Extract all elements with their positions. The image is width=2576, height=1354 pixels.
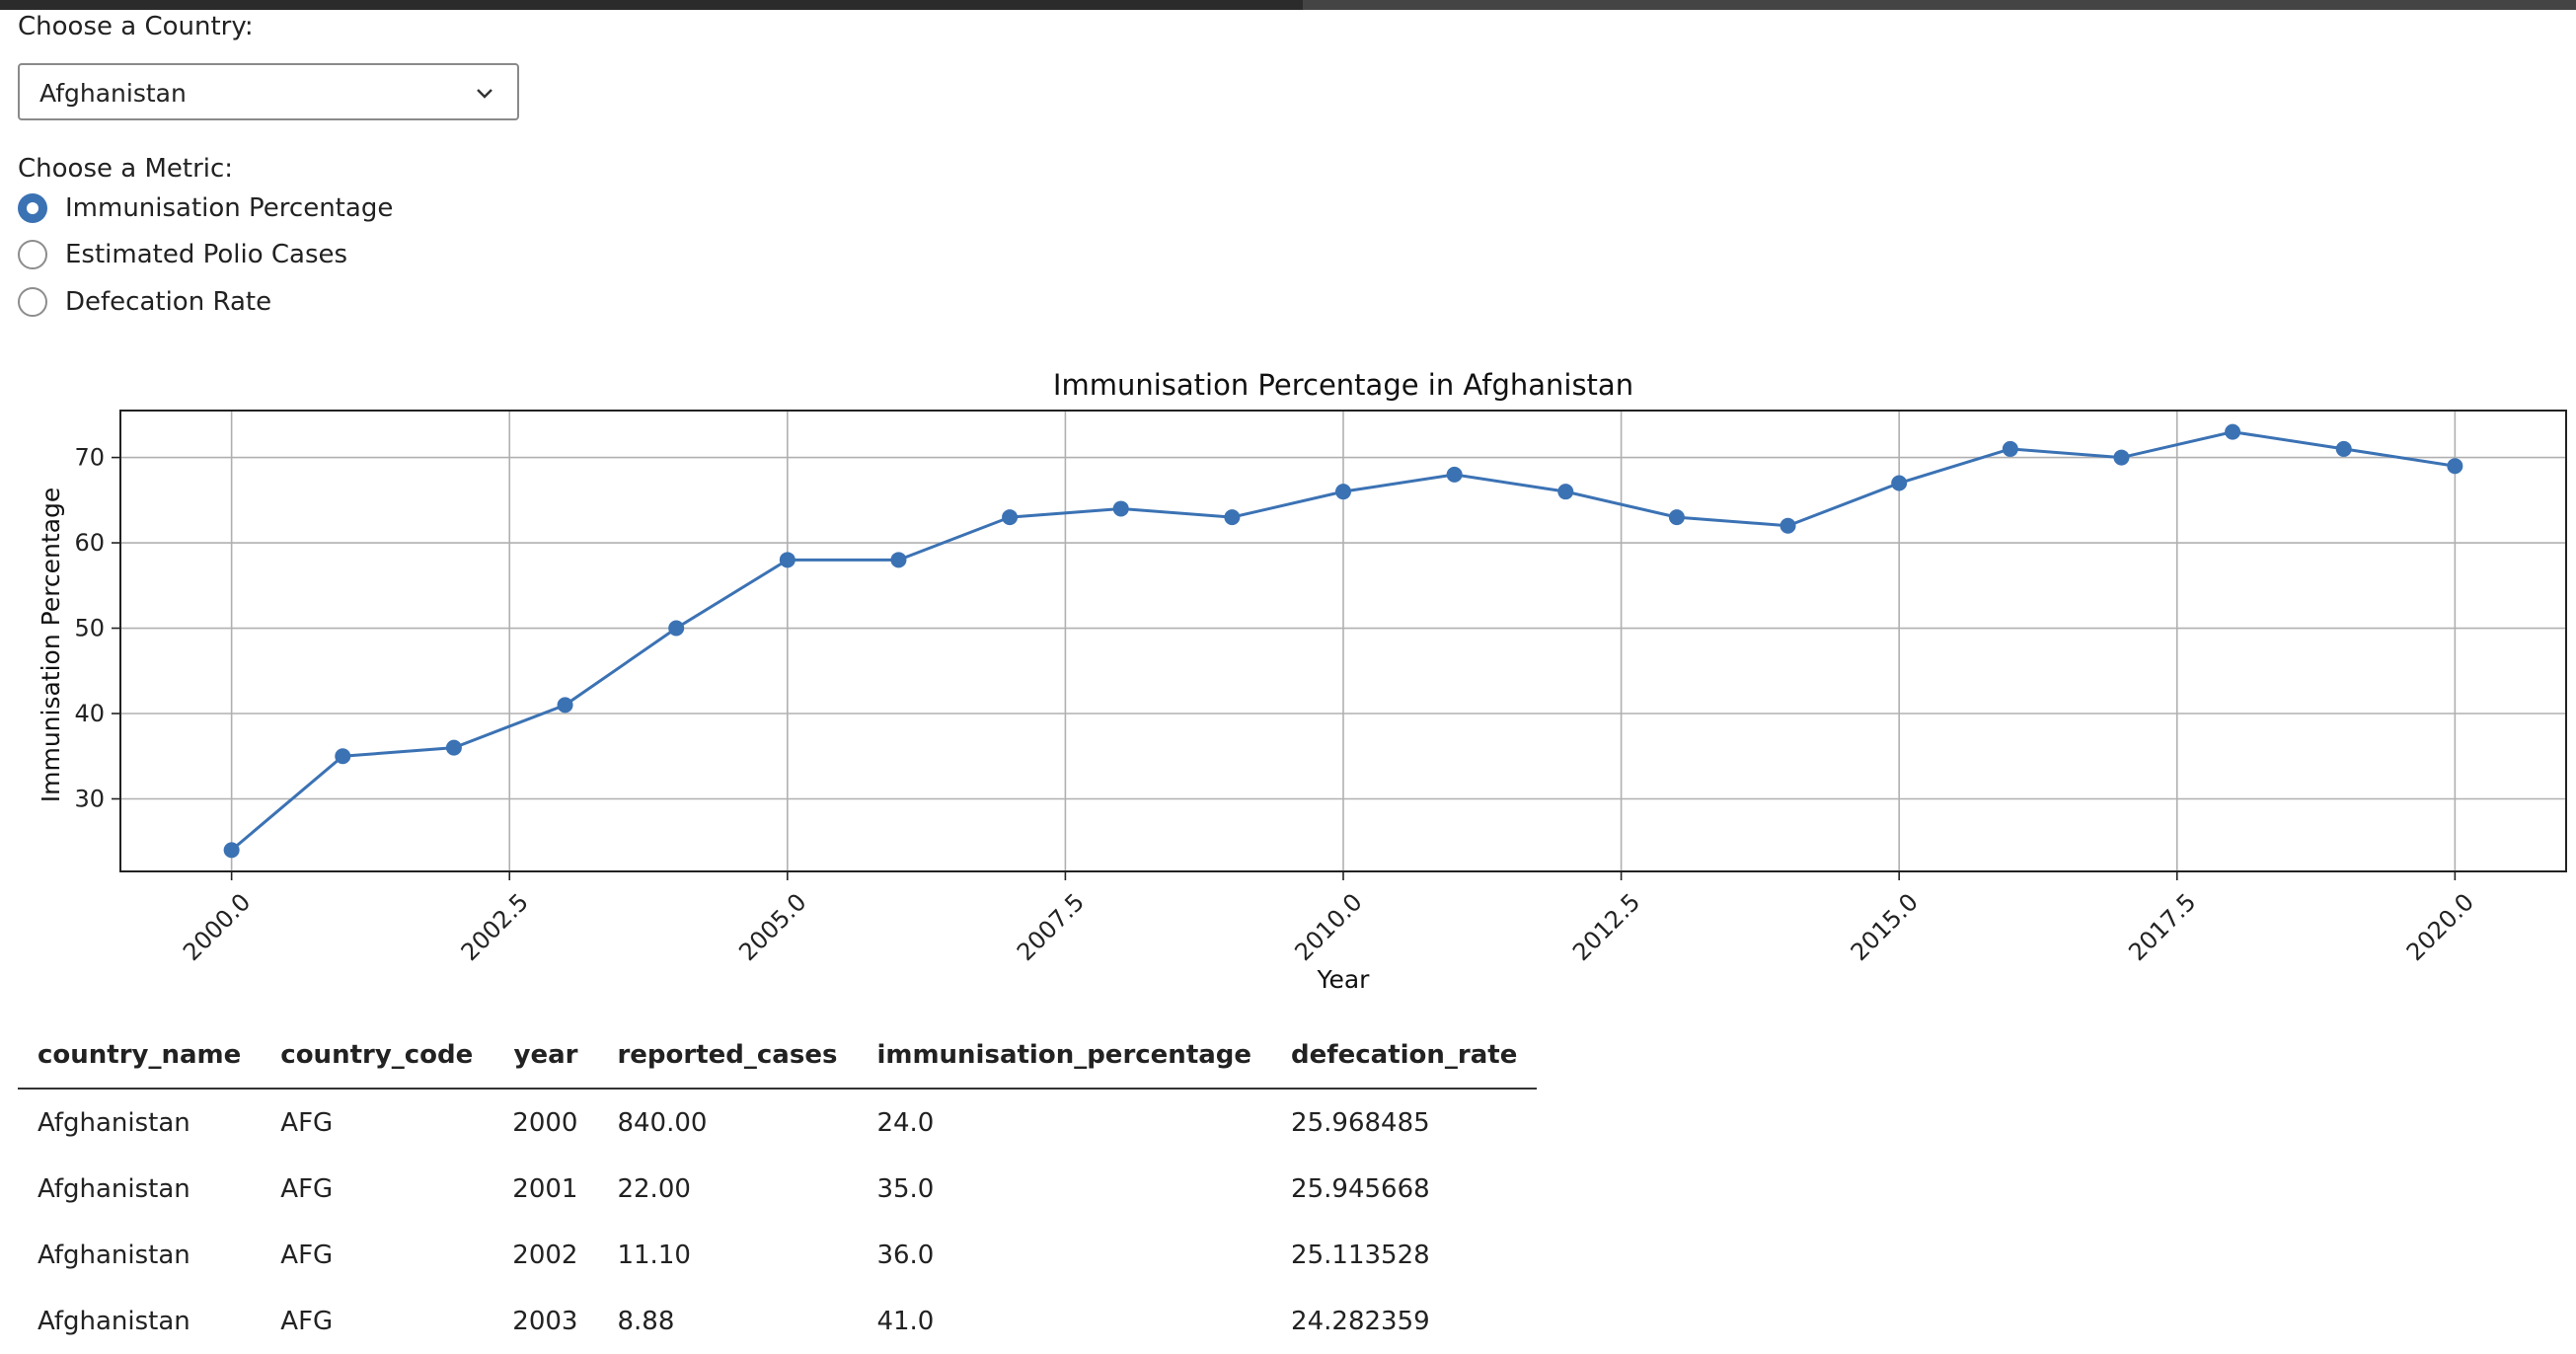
table-cell: Afghanistan <box>38 1306 190 1336</box>
data-point <box>1224 509 1241 526</box>
country-select[interactable]: Afghanistan <box>18 63 519 120</box>
column-header-year: year <box>492 1022 598 1090</box>
table-cell: 36.0 <box>876 1240 935 1270</box>
country-select-value: Afghanistan <box>39 79 187 108</box>
data-point <box>2113 449 2130 466</box>
data-point <box>223 842 240 859</box>
table-cell: 2002 <box>512 1240 578 1270</box>
metric-option-defecation[interactable]: Defecation Rate <box>18 282 271 322</box>
table-cell: 25.113528 <box>1291 1240 1430 1270</box>
metric-option-label: Immunisation Percentage <box>65 193 394 223</box>
x-tick-label: 2020.0 <box>2401 888 2479 966</box>
x-tick-label: 2002.5 <box>456 888 534 966</box>
table-row: Afghanistan AFG 2002 11.10 36.0 25.113528 <box>18 1222 1537 1288</box>
data-point <box>445 739 462 756</box>
table-cell: AFG <box>280 1306 334 1336</box>
table-cell: Afghanistan <box>38 1240 190 1270</box>
y-tick-label: 30 <box>74 785 105 812</box>
column-header-country-name: country_name <box>18 1022 262 1090</box>
table-cell: 2003 <box>512 1306 578 1336</box>
table-cell: 11.10 <box>617 1240 691 1270</box>
plot-frame <box>119 410 2567 872</box>
table-cell: 24.0 <box>876 1107 935 1138</box>
table-body: Afghanistan AFG 2000 840.00 24.0 25.968485 Afg… <box>18 1089 1537 1354</box>
table-cell: Afghanistan <box>38 1173 190 1204</box>
table-cell: 35.0 <box>876 1173 935 1204</box>
column-header-immunisation-percentage: immunisation_percentage <box>857 1022 1272 1090</box>
y-tick-label: 60 <box>74 529 105 557</box>
table-row: Afghanistan AFG 2000 840.00 24.0 25.968485 <box>18 1089 1537 1156</box>
data-point <box>1002 509 1019 526</box>
data-point <box>2225 423 2241 440</box>
data-point <box>1446 466 1463 483</box>
metric-option-label: Defecation Rate <box>65 287 272 317</box>
table-cell: 8.88 <box>617 1306 675 1336</box>
metric-option-immunisation[interactable]: Immunisation Percentage <box>18 188 393 228</box>
table-cell: Afghanistan <box>38 1107 190 1138</box>
chevron-down-icon <box>477 89 492 99</box>
line-chart: Immunisation Percentage in Afghanistan 20… <box>37 368 2567 994</box>
data-point <box>1112 500 1129 517</box>
table-row: Afghanistan AFG 2003 8.88 41.0 24.282359 <box>18 1288 1537 1354</box>
table-cell: 840.00 <box>617 1107 708 1138</box>
column-header-defecation-rate: defecation_rate <box>1271 1022 1538 1090</box>
x-tick-label: 2010.0 <box>1289 888 1367 966</box>
data-point <box>1335 484 1351 500</box>
chart-title: Immunisation Percentage in Afghanistan <box>1053 368 1633 402</box>
radio-immunisation-percentage[interactable] <box>18 193 47 223</box>
top-bar <box>0 0 2576 10</box>
data-point <box>1891 475 1908 491</box>
y-tick-label: 50 <box>74 615 105 642</box>
country-select-label: Choose a Country: <box>18 12 254 41</box>
data-point <box>668 620 685 637</box>
table-cell: 2001 <box>512 1173 578 1204</box>
table-row: Afghanistan AFG 2001 22.00 35.0 25.945668 <box>18 1156 1537 1222</box>
y-tick-label: 70 <box>74 444 105 472</box>
metric-option-polio[interactable]: Estimated Polio Cases <box>18 235 347 274</box>
data-point <box>1780 517 1796 534</box>
x-tick-label: 2017.5 <box>2123 888 2201 966</box>
column-header-country-code: country_code <box>261 1022 493 1090</box>
metric-option-label: Estimated Polio Cases <box>65 240 348 269</box>
data-point <box>2447 458 2463 475</box>
top-bar-right <box>1303 0 2576 10</box>
x-tick-label: 2007.5 <box>1012 888 1090 966</box>
table-cell: 25.968485 <box>1291 1107 1430 1138</box>
radio-defecation-rate[interactable] <box>18 287 47 317</box>
x-tick-label: 2005.0 <box>733 888 811 966</box>
data-point <box>890 552 907 568</box>
x-axis-label: Year <box>1317 965 1371 994</box>
column-header-reported-cases: reported_cases <box>597 1022 858 1090</box>
x-tick-label: 2012.5 <box>1567 888 1645 966</box>
data-point <box>2335 440 2352 457</box>
data-point <box>2002 440 2018 457</box>
x-tick-label: 2000.0 <box>178 888 256 966</box>
table-cell: 24.282359 <box>1291 1306 1430 1336</box>
y-tick-label: 40 <box>74 700 105 727</box>
data-point <box>335 748 351 765</box>
table-header-row: country_name country_code year reported_cas… <box>18 1022 1538 1090</box>
table-cell: AFG <box>280 1240 334 1270</box>
data-point <box>1557 484 1574 500</box>
table-cell: AFG <box>280 1173 334 1204</box>
data-table: country_name country_code year reported_cas… <box>18 1022 1538 1354</box>
metric-label: Choose a Metric: <box>18 154 234 184</box>
data-point <box>779 552 796 568</box>
data-point <box>557 697 573 714</box>
y-axis-label: Immunisation Percentage <box>37 488 65 803</box>
table-cell: AFG <box>280 1107 334 1138</box>
radio-estimated-polio-cases[interactable] <box>18 240 47 269</box>
table-cell: 41.0 <box>876 1306 935 1336</box>
data-point <box>1668 509 1685 526</box>
x-tick-label: 2015.0 <box>1846 888 1924 966</box>
table-cell: 22.00 <box>617 1173 691 1204</box>
table-cell: 2000 <box>512 1107 578 1138</box>
table-cell: 25.945668 <box>1291 1173 1430 1204</box>
